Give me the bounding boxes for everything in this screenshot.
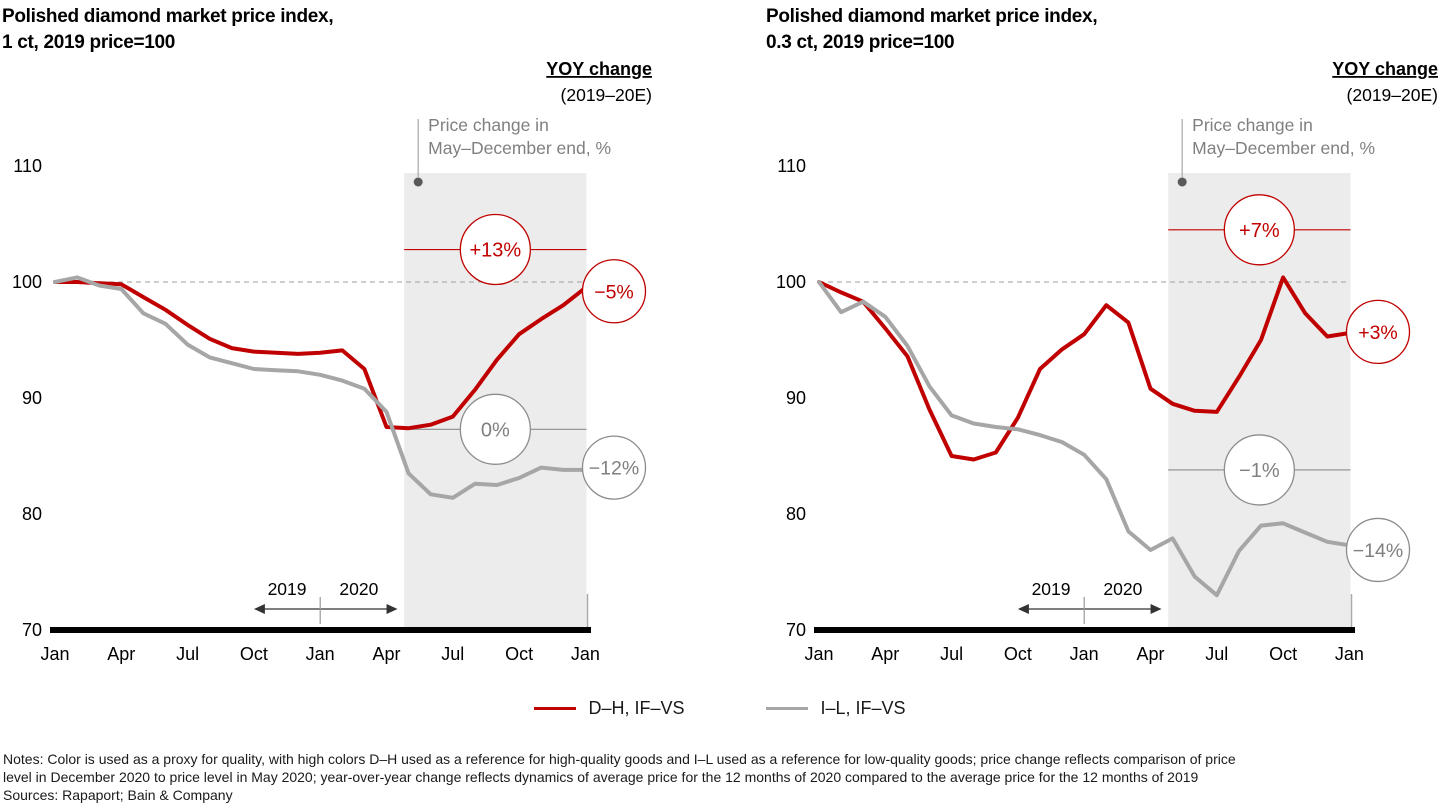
arrowhead-right	[1150, 604, 1162, 614]
x-axis-label: Apr	[1136, 644, 1164, 664]
x-axis-label: Jan	[1335, 644, 1364, 664]
notes-line2: level in December 2020 to price level in…	[3, 769, 1199, 785]
sources-line: Sources: Rapaport; Bain & Company	[3, 787, 233, 803]
legend-item-il-ifvs: I–L, IF–VS	[766, 698, 906, 719]
x-axis-label: Jan	[1070, 644, 1099, 664]
x-axis-label: Jul	[176, 644, 199, 664]
yoy-change-circle	[581, 435, 647, 500]
price-change-value: 0%	[481, 419, 510, 441]
price-change-value: +7%	[1239, 220, 1280, 242]
band-label-line2: May–December end, %	[1192, 138, 1375, 158]
legend-line-sample-gray	[766, 706, 809, 711]
yoy-change-circle	[1345, 299, 1411, 365]
chart-panel-1ct: 2019 2020 110 100 90 80 70 Jan Apr Jul Oct Jan Apr Ju…	[0, 0, 690, 672]
chart-title-line2: 0.3 ct, 2019 price=100	[766, 32, 955, 53]
band-label-line1: Price change in	[428, 115, 549, 135]
price-change-value: +13%	[469, 240, 521, 262]
legend-label-dh-ifvs: D–H, IF–VS	[588, 698, 685, 718]
x-axis-label: Oct	[1004, 644, 1032, 664]
year-label-2019: 2019	[1032, 579, 1071, 599]
yoy-change-value: +3%	[1358, 322, 1398, 344]
series-line	[53, 275, 588, 500]
series-line	[817, 280, 1352, 598]
yoy-change-value: −12%	[589, 458, 639, 480]
arrowhead-right	[386, 604, 398, 614]
chart-title-line1: Polished diamond market price index,	[2, 6, 334, 27]
arrowhead-left	[253, 604, 265, 614]
x-axis-label: Jul	[441, 644, 464, 664]
price-change-circle	[459, 393, 531, 465]
x-axis-label: Jan	[40, 644, 69, 664]
year-label-2020: 2020	[339, 579, 378, 599]
x-axis-label: Apr	[871, 644, 899, 664]
band-label-line2: May–December end, %	[428, 138, 611, 158]
series-line	[53, 280, 588, 431]
yoy-change-header: YOY change	[1332, 59, 1438, 79]
y-axis-label: 70	[22, 620, 42, 640]
y-axis-label: 80	[22, 504, 42, 524]
price-change-circle	[459, 213, 531, 286]
y-axis-label: 100	[12, 272, 42, 292]
x-axis-label: Jul	[1205, 644, 1228, 664]
yoy-change-value: −14%	[1353, 540, 1403, 562]
legend-line-sample-red	[534, 706, 577, 711]
y-axis-label: 100	[776, 272, 806, 292]
y-axis-label: 70	[786, 620, 806, 640]
x-axis-label: Jan	[571, 644, 600, 664]
x-axis-label: Jan	[804, 644, 833, 664]
y-axis-label: 110	[777, 156, 806, 176]
chart-title-line1: Polished diamond market price index,	[766, 6, 1098, 27]
series-line	[817, 275, 1352, 462]
arrowhead-left	[1017, 604, 1029, 614]
y-axis-label: 90	[786, 388, 806, 408]
price-index-chart-03ct: 2019 2020 110 100 90 80 70 Jan Apr Jul Oct Jan Apr Ju…	[776, 59, 1438, 664]
chart-panel-03ct: 2019 2020 110 100 90 80 70 Jan Apr Jul Oct Jan Apr Ju…	[764, 0, 1440, 672]
yoy-change-subheader: (2019–20E)	[561, 85, 652, 105]
chart-title-1ct: Polished diamond market price index, 1 c…	[2, 4, 334, 56]
price-change-circle	[1223, 194, 1295, 266]
footnotes: Notes: Color is used as a proxy for qual…	[3, 750, 1440, 804]
band-label-line1: Price change in	[1192, 115, 1313, 135]
price-change-value: −1%	[1239, 460, 1280, 482]
yoy-change-value: −5%	[594, 281, 634, 303]
legend: D–H, IF–VS I–L, IF–VS	[0, 698, 1440, 719]
annotation-dot	[413, 177, 423, 187]
x-axis-label: Apr	[372, 644, 400, 664]
yoy-change-circle	[1345, 517, 1411, 583]
x-axis-label: Oct	[240, 644, 268, 664]
legend-item-dh-ifvs: D–H, IF–VS	[534, 698, 684, 719]
year-label-2020: 2020	[1103, 579, 1142, 599]
y-axis-label: 110	[13, 156, 42, 176]
price-change-circle	[1223, 434, 1295, 506]
yoy-change-circle	[581, 259, 647, 324]
x-axis-label: Jan	[306, 644, 335, 664]
x-axis-label: Apr	[107, 644, 135, 664]
x-axis-label: Jul	[940, 644, 963, 664]
y-axis-label: 80	[786, 504, 806, 524]
chart-title-03ct: Polished diamond market price index, 0.3…	[766, 4, 1098, 56]
annotation-dot	[1177, 177, 1187, 187]
x-axis-label: Oct	[1269, 644, 1297, 664]
year-label-2019: 2019	[268, 579, 307, 599]
chart-title-line2: 1 ct, 2019 price=100	[2, 32, 176, 53]
y-axis-label: 90	[22, 388, 42, 408]
price-index-chart-1ct: 2019 2020 110 100 90 80 70 Jan Apr Jul Oct Jan Apr Ju…	[12, 59, 652, 664]
legend-label-il-ifvs: I–L, IF–VS	[820, 698, 906, 718]
yoy-change-subheader: (2019–20E)	[1347, 85, 1438, 105]
notes-line1: Notes: Color is used as a proxy for qual…	[3, 751, 1236, 767]
yoy-change-header: YOY change	[546, 59, 652, 79]
x-axis-label: Oct	[505, 644, 533, 664]
